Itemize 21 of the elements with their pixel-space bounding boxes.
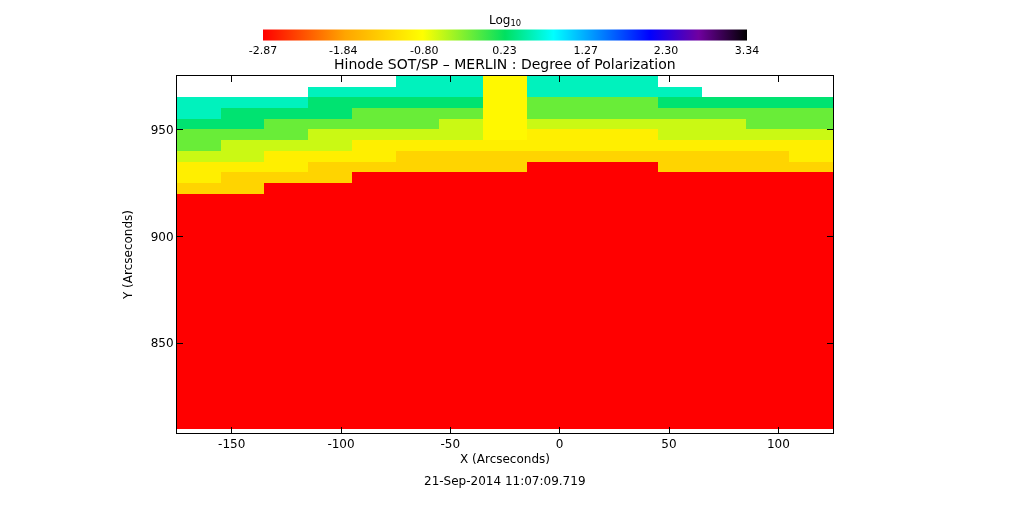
y-tick-label: 900 [150, 229, 174, 244]
y-tick-label: 950 [150, 122, 174, 137]
text: 21-Sep-2014 11:07:09.719 [424, 474, 586, 488]
color-bar-label: 1.27 [573, 44, 598, 58]
color-bar-label: 2.30 [653, 44, 679, 58]
color-bar-label: -1.84 [329, 44, 358, 58]
color-bar-label: 3.34 [734, 44, 760, 58]
x-tick-label: 100 [766, 437, 790, 452]
x-axis-title: X (Arcseconds) [460, 452, 550, 467]
color-bar-label: 0.23 [492, 44, 517, 58]
color-bar-title: Log$_{10}$ [488, 12, 522, 29]
color-bar-label: -2.87 [248, 44, 278, 58]
x-tick-label: 0 [555, 437, 564, 452]
x-tick-label: -100 [327, 437, 355, 452]
color-bar-label: -0.80 [410, 44, 439, 58]
x-tick-label: 50 [661, 437, 677, 452]
y-tick-label: 850 [150, 336, 174, 351]
y-axis-title: Y (Arcseconds) [120, 209, 135, 301]
x-tick-label: -50 [440, 437, 461, 452]
x-tick-label: -150 [218, 437, 246, 452]
chart-title: Hinode SOT/SP – MERLIN : Degree of Polarization [334, 56, 676, 72]
